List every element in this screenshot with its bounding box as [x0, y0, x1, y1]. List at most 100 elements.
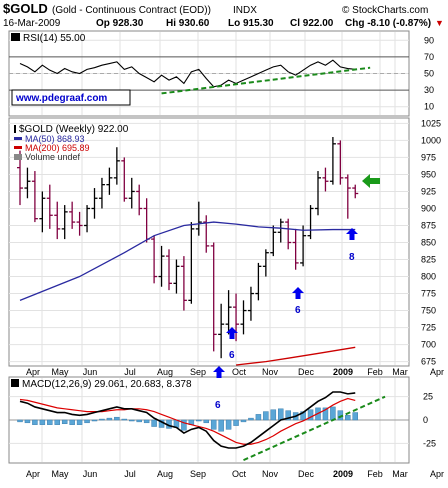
macd-histogram-bar — [136, 419, 142, 423]
rsi-tick-label: 90 — [424, 35, 434, 45]
price-bar — [180, 256, 187, 311]
oct-low-arrow-icon — [213, 366, 225, 378]
price-bar — [136, 184, 143, 216]
price-bar — [113, 147, 120, 185]
price-tick-label: 675 — [421, 357, 436, 367]
mar-low-arrow-icon — [346, 228, 358, 240]
macd-histogram-bar — [151, 419, 157, 427]
x-axis-tick-label-price: 2009 — [333, 367, 353, 377]
macd-histogram-bar — [69, 419, 75, 425]
price-bar — [300, 225, 307, 267]
price-bar — [337, 140, 344, 185]
close-value: Cl 922.00 — [290, 18, 334, 29]
website-label: www.pdegraaf.com — [15, 93, 107, 104]
change-down-icon: ▼ — [435, 18, 444, 28]
price-bar — [54, 201, 61, 240]
price-tick-label: 925 — [421, 186, 436, 196]
stockcharts-watermark: © StockCharts.com — [342, 5, 428, 16]
price-bar — [270, 225, 277, 257]
price-tick-label: 975 — [421, 152, 436, 162]
x-axis-tick-label-macd: May — [51, 469, 69, 479]
macd-histogram-bar — [91, 419, 98, 422]
x-axis-tick-label-macd: Jun — [83, 469, 98, 479]
macd-tick-label: 25 — [423, 392, 433, 402]
macd-histogram-bar — [248, 417, 254, 421]
price-tick-label: 850 — [421, 238, 436, 248]
chart-name: (Gold - Continuous Contract (EOD)) — [52, 5, 211, 16]
price-tick-label: 900 — [421, 203, 436, 213]
annotation-6-b: 6 — [295, 305, 301, 316]
rsi-tick-label: 30 — [424, 85, 434, 95]
x-axis-tick-label-price: Nov — [262, 367, 279, 377]
price-legend-swatch — [14, 125, 16, 133]
x-axis-tick-label-price: Apr — [430, 367, 444, 377]
macd-histogram-bar — [129, 419, 135, 422]
x-axis-tick-label-macd: Nov — [262, 469, 279, 479]
macd-label: MACD(12,26,9) 29.061, 20.683, 8.378 — [22, 379, 192, 390]
macd-trendline — [243, 395, 386, 462]
x-axis-tick-label-price: Dec — [298, 367, 315, 377]
x-axis-tick-label-price: Mar — [392, 367, 408, 377]
x-axis-tick-label-price: Jun — [83, 367, 98, 377]
macd-histogram-bar — [181, 419, 187, 431]
macd-histogram-bar — [106, 417, 113, 421]
price-label: $GOLD (Weekly) 922.00 — [19, 124, 129, 135]
price-bar — [46, 184, 53, 229]
x-axis-tick-label-macd: Aug — [157, 469, 173, 479]
price-bar — [121, 157, 128, 202]
chart-symbol: $GOLD — [3, 1, 48, 16]
macd-histogram-bar — [263, 411, 269, 421]
macd-histogram-bar — [218, 419, 224, 432]
x-axis-tick-label-macd: Mar — [392, 469, 408, 479]
low-value: Lo 915.30 — [228, 18, 274, 29]
macd-histogram-bar — [76, 419, 83, 425]
macd-histogram-bar — [32, 419, 38, 425]
price-legend: $GOLD (Weekly) 922.00 MA(50) 868.93 MA(2… — [14, 124, 129, 162]
macd-histogram-bar — [285, 410, 291, 421]
price-bar — [188, 222, 195, 304]
macd-histogram-bar — [114, 416, 120, 421]
x-axis-tick-label-macd: Sep — [190, 469, 206, 479]
rsi-trendline — [161, 66, 371, 95]
x-axis-tick-label-price: Feb — [367, 367, 383, 377]
macd-histogram-bar — [233, 419, 239, 426]
price-bar — [166, 249, 172, 291]
macd-histogram-bar — [270, 409, 277, 421]
price-tick-label: 800 — [421, 272, 436, 282]
x-axis-tick-label-macd: Apr — [430, 469, 444, 479]
macd-histogram-bar — [225, 419, 232, 430]
price-bar — [69, 201, 76, 229]
price-bar — [292, 228, 299, 270]
annotation-6-macd: 6 — [215, 400, 221, 411]
rsi-label: RSI(14) 55.00 — [23, 33, 86, 44]
price-bar — [210, 242, 217, 352]
high-value: Hi 930.60 — [166, 18, 210, 29]
price-bar — [158, 245, 165, 287]
x-axis-tick-label-price: Jul — [124, 367, 136, 377]
price-bar — [352, 184, 359, 199]
macd-histogram-bar — [352, 412, 358, 421]
rsi-legend-swatch — [11, 33, 20, 41]
macd-histogram-bar — [61, 419, 68, 424]
rsi-tick-label: 10 — [424, 102, 434, 112]
macd-histogram-bar — [121, 418, 128, 421]
macd-histogram-bar — [47, 419, 53, 425]
price-bar — [91, 188, 98, 219]
ma50-label: MA(50) 868.93 — [25, 134, 85, 144]
price-tick-label: 700 — [421, 340, 436, 350]
macd-histogram-bar — [54, 419, 60, 425]
ma200-legend-swatch — [14, 146, 22, 149]
jan-low-arrow-icon — [292, 287, 304, 299]
macd-histogram-bar — [17, 419, 23, 423]
x-axis-tick-label-price: Apr — [26, 367, 40, 377]
x-axis-tick-label-price: Sep — [190, 367, 206, 377]
ma200-series-line — [235, 346, 356, 366]
macd-series-line — [19, 391, 356, 449]
x-axis-tick-label-macd: 2009 — [333, 469, 353, 479]
price-bar — [255, 262, 262, 301]
website-box — [11, 89, 131, 106]
volume-label: Volume undef — [25, 152, 81, 162]
price-bar — [24, 167, 31, 199]
price-bar — [195, 201, 202, 236]
